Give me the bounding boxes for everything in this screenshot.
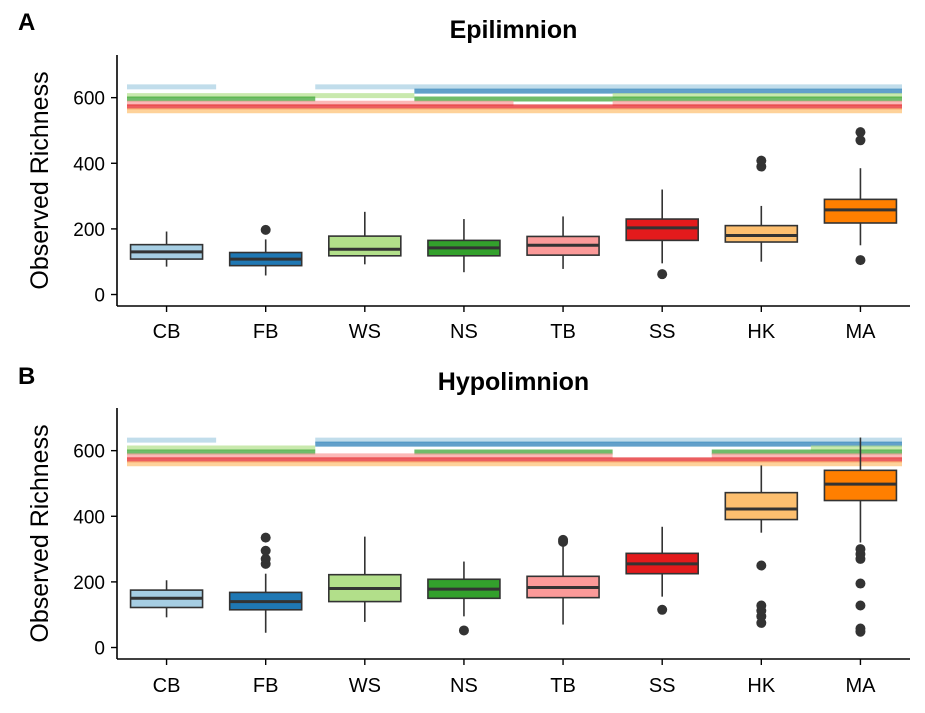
box-hk xyxy=(724,465,799,628)
x-tick-label-ma: MA xyxy=(845,675,876,697)
outlier-point xyxy=(855,255,866,266)
outlier-point xyxy=(558,534,569,545)
x-tick-label-tb: TB xyxy=(550,675,576,697)
panel-epilimnion: A Epilimnion Observed Richness 0 200 400 600 CB… xyxy=(18,9,910,343)
outlier-point xyxy=(855,623,866,634)
y-tick-label: 400 xyxy=(73,507,105,528)
outlier-point xyxy=(657,604,668,615)
panel-tag: A xyxy=(18,9,35,36)
panel-title: Hypolimnion xyxy=(438,368,589,396)
outlier-point xyxy=(260,532,271,543)
outlier-point xyxy=(657,269,668,280)
y-tick-label: 200 xyxy=(73,573,105,594)
box-ws xyxy=(328,536,402,622)
box-ma xyxy=(823,127,898,266)
box-ss xyxy=(625,526,699,615)
significance-lines xyxy=(127,84,902,114)
x-tick-label-hk: HK xyxy=(747,321,775,343)
panel-title: Epilimnion xyxy=(450,16,578,44)
outlier-point xyxy=(855,544,866,555)
box-ws xyxy=(328,211,402,265)
y-tick-label: 400 xyxy=(73,154,105,175)
significance-lines xyxy=(127,437,902,467)
box-tb xyxy=(526,216,600,269)
x-tick-label-ws: WS xyxy=(349,321,381,343)
y-axis-title: Observed Richness xyxy=(26,424,54,642)
panel-tag: B xyxy=(18,363,35,390)
panel-hypolimnion: B Hypolimnion Observed Richness 0 200 400 600 C… xyxy=(18,363,910,697)
outlier-point xyxy=(260,553,271,564)
outlier-point xyxy=(756,155,767,166)
outlier-point xyxy=(260,224,271,235)
y-tick-label: 200 xyxy=(73,220,105,241)
outlier-point xyxy=(756,600,767,611)
y-tick-label: 0 xyxy=(94,639,105,660)
box-fb xyxy=(228,532,303,633)
x-tick-label-fb: FB xyxy=(253,675,279,697)
x-tick-label-tb: TB xyxy=(550,321,576,343)
y-tick-label: 600 xyxy=(73,89,105,110)
x-tick-label-ma: MA xyxy=(845,321,876,343)
box-fb xyxy=(228,224,303,276)
x-tick-label-fb: FB xyxy=(253,321,279,343)
outlier-point xyxy=(855,600,866,611)
x-tick-label-cb: CB xyxy=(153,675,181,697)
y-axis-title: Observed Richness xyxy=(26,71,54,289)
box-cb xyxy=(129,231,204,267)
box-tb xyxy=(526,534,600,625)
outlier-point xyxy=(855,127,866,138)
x-tick-label-ws: WS xyxy=(349,675,381,697)
box-ns xyxy=(427,561,501,636)
box-body xyxy=(328,235,402,257)
box-ma xyxy=(823,437,898,637)
outlier-point xyxy=(855,135,866,146)
outlier-point xyxy=(756,560,767,571)
box-body xyxy=(724,491,799,521)
box-body xyxy=(625,218,699,242)
outlier-point xyxy=(458,625,469,636)
box-hk xyxy=(724,155,799,262)
box-ns xyxy=(427,219,501,273)
box-body xyxy=(724,224,799,243)
x-tick-label-ss: SS xyxy=(649,321,676,343)
x-tick-label-ss: SS xyxy=(649,675,676,697)
outlier-point xyxy=(855,578,866,589)
box-ss xyxy=(625,189,699,280)
x-tick-label-ns: NS xyxy=(450,321,478,343)
x-tick-label-cb: CB xyxy=(153,321,181,343)
y-tick-label: 600 xyxy=(73,442,105,463)
outlier-point xyxy=(260,545,271,556)
box-cb xyxy=(129,580,204,618)
x-tick-label-hk: HK xyxy=(747,675,775,697)
y-tick-label: 0 xyxy=(94,286,105,307)
x-tick-label-ns: NS xyxy=(450,675,478,697)
